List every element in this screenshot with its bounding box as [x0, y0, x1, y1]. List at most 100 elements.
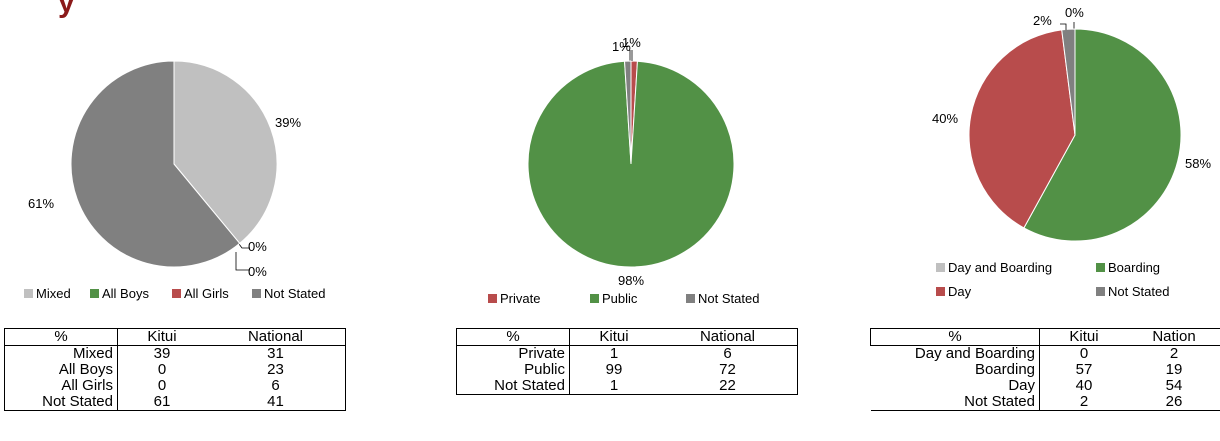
table-cell: 0 [157, 377, 167, 394]
legend-label: Not Stated [264, 286, 326, 301]
legend-swatch [488, 294, 497, 303]
legend-item-day-and-boarding: Day and Boarding [936, 260, 1052, 275]
data-label-private: 1% [612, 39, 631, 54]
legend-item-boarding: Boarding [1096, 260, 1160, 275]
table-header-cell: Kitui [1039, 328, 1128, 346]
legend-item-not-stated: Not Stated [1096, 284, 1169, 299]
table-cell: 39 [153, 345, 171, 362]
legend-school-type: Mixed All Boys All Girls Not Stated [24, 286, 325, 301]
legend-item-mixed: Mixed [24, 286, 71, 301]
legend-label: Private [500, 291, 541, 306]
table-row-label: All Boys [4, 362, 118, 378]
table-cell: 2 [1169, 345, 1179, 362]
table-cell: 22 [658, 378, 798, 395]
table-cell: 61 [117, 394, 206, 411]
legend-label: Day and Boarding [948, 260, 1053, 275]
pie-chart-school-type: 39% 0% 0% 61% [28, 60, 301, 279]
table-row-label: All Girls [4, 378, 118, 394]
table-cell: 99 [605, 361, 623, 378]
table-header-cell: % [870, 328, 1040, 346]
table-header-cell: Nation [1128, 328, 1220, 346]
legend-swatch [590, 294, 599, 303]
legend-item-not-stated: Not Stated [252, 286, 325, 301]
table-row-label: Mixed [4, 345, 118, 362]
table-cell: 57 [1075, 361, 1093, 378]
legend-item-all-boys: All Boys [90, 286, 149, 301]
table-cell: 0 [1079, 345, 1089, 362]
table-cell: 26 [1128, 394, 1220, 411]
legend-item-all-girls: All Girls [172, 286, 229, 301]
pie-chart-boarding-type: 0% 58% 40% 2% [932, 5, 1211, 242]
pie-slice-not-stated [624, 60, 632, 165]
data-table-school-type: % Kitui National Mixed 39 31 All Boys 0 23 A… [4, 328, 346, 411]
legend-boarding-type: Day and Boarding Boarding Day Not Stated [936, 260, 1169, 299]
table-header-cell: Kitui [569, 328, 658, 346]
table-cell: 41 [206, 394, 346, 411]
legend-item-not-stated: Not Stated [686, 291, 759, 306]
legend-label: All Boys [102, 286, 149, 301]
data-label-boarding: 58% [1185, 156, 1211, 171]
legend-label: Not Stated [1108, 284, 1170, 299]
label-leader-line [235, 252, 250, 271]
data-label-day-and-boarding: 0% [1065, 5, 1084, 20]
legend-swatch [936, 287, 945, 296]
label-leader-line [1060, 23, 1067, 30]
table-cell: 23 [206, 362, 346, 378]
table-row-label: Day [870, 378, 1040, 394]
pie-slice-not-stated [1061, 28, 1076, 136]
pie-chart-school-ownership: 1% 98% 1% [527, 35, 735, 288]
table-cell: 54 [1165, 377, 1183, 394]
legend-swatch [936, 263, 945, 272]
table-row-label: Not Stated [4, 394, 118, 411]
table-row-label: Boarding [870, 362, 1040, 378]
table-cell: 0 [157, 361, 167, 378]
table-cell: 1 [609, 345, 619, 362]
data-label-not-stated: 61% [28, 196, 54, 211]
legend-label: Public [602, 291, 638, 306]
legend-item-public: Public [590, 291, 637, 306]
data-label-all-girls: 0% [248, 264, 267, 279]
pie-slice-day [968, 29, 1076, 229]
pie-slice-public [527, 60, 735, 268]
legend-school-ownership: Private Public Not Stated [488, 291, 759, 306]
pie-slice-mixed [173, 60, 278, 245]
legend-label: Mixed [36, 286, 71, 301]
data-table-boarding-type: % Kitui Nation Day and Boarding 0 2 Boardi… [870, 328, 1220, 411]
table-header-cell: % [4, 328, 118, 346]
page-title-fragment: y [58, 0, 75, 19]
legend-item-day: Day [936, 284, 971, 299]
table-row-label: Public [456, 362, 570, 378]
table-row-label: Not Stated [870, 394, 1040, 411]
legend-label: Not Stated [698, 291, 760, 306]
table-cell: 31 [206, 345, 346, 362]
table-header-cell: % [456, 328, 570, 346]
table-cell: 6 [206, 378, 346, 394]
data-label-day: 40% [932, 111, 958, 126]
data-label-not-stated: 1% [622, 35, 641, 50]
legend-swatch [24, 289, 33, 298]
table-cell: 19 [1165, 361, 1183, 378]
table-header-cell: National [658, 328, 798, 346]
data-label-public: 98% [618, 273, 644, 288]
legend-item-private: Private [488, 291, 540, 306]
legend-swatch [252, 289, 261, 298]
data-label-mixed: 39% [275, 115, 301, 130]
data-table-school-ownership: % Kitui National Private 1 6 Public 99 72 No… [456, 328, 798, 395]
table-row-label: Private [456, 345, 570, 362]
table-header-cell: National [206, 328, 346, 346]
pie-slice-boarding [1023, 28, 1182, 242]
table-cell: 1 [569, 378, 658, 395]
table-cell: 72 [658, 362, 798, 378]
legend-label: All Girls [184, 286, 229, 301]
legend-swatch [686, 294, 695, 303]
legend-swatch [1096, 287, 1105, 296]
legend-label: Day [948, 284, 972, 299]
table-cell: 40 [1075, 377, 1093, 394]
table-row-label: Day and Boarding [870, 345, 1040, 362]
table-cell: 2 [1039, 394, 1128, 411]
legend-swatch [90, 289, 99, 298]
data-label-all-boys: 0% [248, 239, 267, 254]
pie-slice-not-stated [70, 60, 241, 268]
legend-label: Boarding [1108, 260, 1161, 275]
table-row-label: Not Stated [456, 378, 570, 395]
